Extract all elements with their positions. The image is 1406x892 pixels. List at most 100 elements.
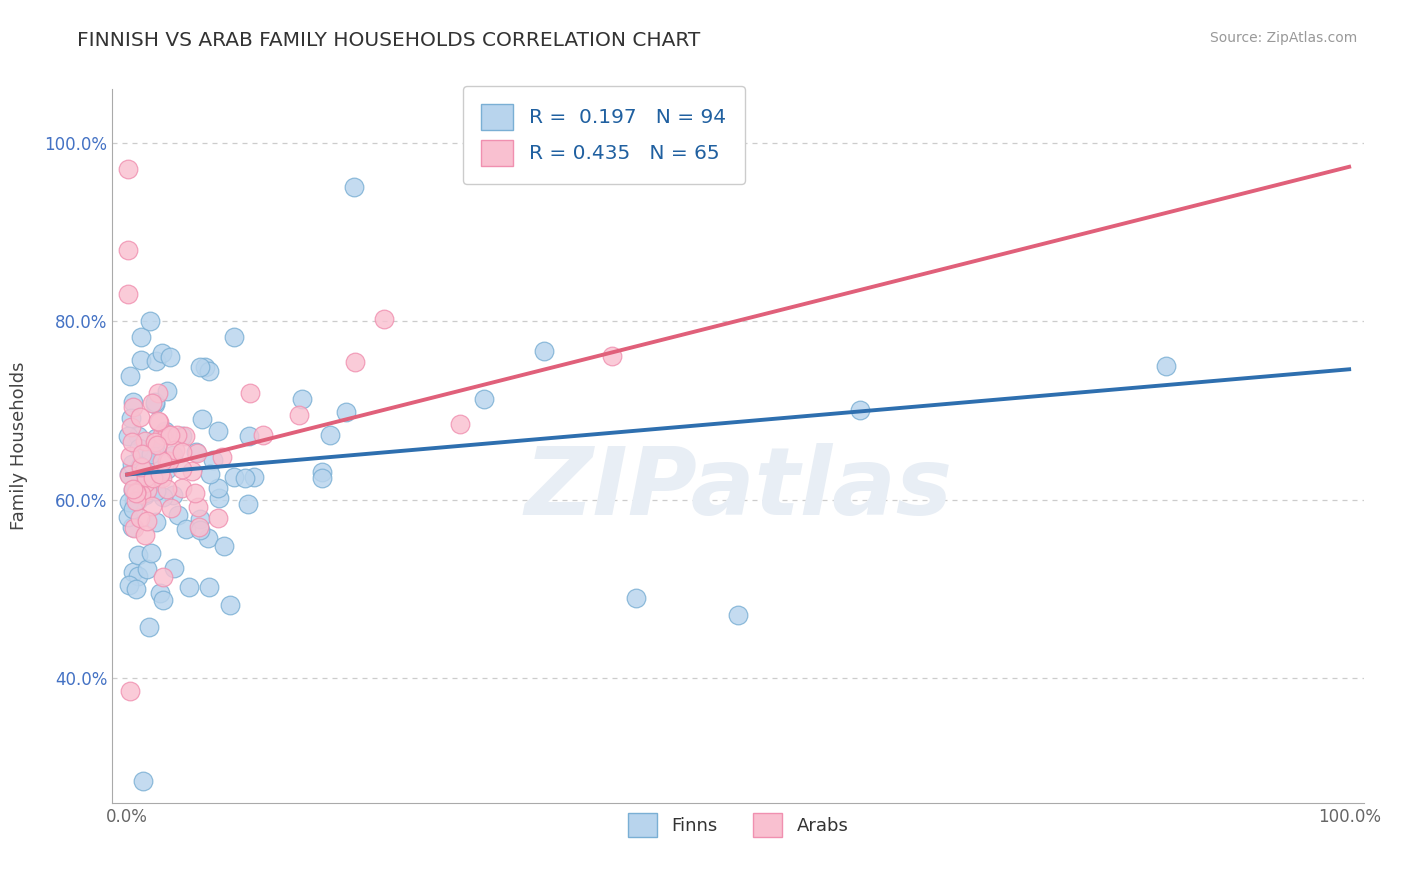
Point	[127, 569, 149, 583]
Point	[198, 580, 221, 594]
Point	[207, 424, 229, 438]
Point	[145, 483, 167, 498]
Point	[172, 462, 194, 476]
Point	[122, 494, 145, 508]
Point	[191, 411, 214, 425]
Point	[121, 457, 143, 471]
Point	[624, 591, 647, 605]
Point	[118, 578, 141, 592]
Point	[449, 417, 471, 431]
Point	[117, 429, 139, 443]
Point	[145, 437, 167, 451]
Point	[159, 427, 181, 442]
Point	[188, 524, 211, 538]
Point	[143, 397, 166, 411]
Point	[127, 492, 149, 507]
Point	[252, 428, 274, 442]
Point	[152, 592, 174, 607]
Point	[219, 598, 242, 612]
Point	[118, 449, 141, 463]
Point	[138, 314, 160, 328]
Point	[162, 448, 184, 462]
Point	[211, 450, 233, 464]
Point	[143, 438, 166, 452]
Point	[136, 478, 159, 492]
Point	[117, 162, 139, 177]
Point	[120, 410, 142, 425]
Point	[141, 499, 163, 513]
Point	[121, 467, 143, 481]
Point	[134, 434, 156, 449]
Point	[141, 396, 163, 410]
Point	[187, 500, 209, 514]
Point	[124, 494, 146, 508]
Point	[121, 435, 143, 450]
Point	[153, 424, 176, 438]
Point	[150, 471, 173, 485]
Point	[177, 580, 200, 594]
Point	[143, 394, 166, 409]
Point	[208, 491, 231, 505]
Point	[145, 515, 167, 529]
Point	[122, 482, 145, 496]
Point	[243, 469, 266, 483]
Point	[184, 444, 207, 458]
Point	[139, 457, 162, 471]
Point	[291, 392, 314, 407]
Point	[117, 509, 139, 524]
Point	[186, 446, 208, 460]
Point	[150, 454, 173, 468]
Point	[129, 486, 152, 500]
Point	[200, 467, 222, 481]
Point	[233, 470, 256, 484]
Point	[190, 512, 212, 526]
Point	[145, 431, 167, 445]
Point	[152, 490, 174, 504]
Text: ZIPatlas: ZIPatlas	[524, 442, 952, 535]
Point	[288, 408, 311, 422]
Text: FINNISH VS ARAB FAMILY HOUSEHOLDS CORRELATION CHART: FINNISH VS ARAB FAMILY HOUSEHOLDS CORREL…	[77, 31, 700, 50]
Point	[236, 497, 259, 511]
Point	[149, 467, 172, 481]
Point	[311, 471, 333, 485]
Point	[156, 462, 179, 476]
Point	[134, 528, 156, 542]
Point	[127, 429, 149, 443]
Point	[188, 360, 211, 375]
Point	[118, 468, 141, 483]
Point	[162, 488, 184, 502]
Point	[127, 548, 149, 562]
Point	[124, 484, 146, 499]
Point	[181, 464, 204, 478]
Point	[727, 608, 749, 623]
Point	[194, 359, 217, 374]
Point	[120, 420, 142, 434]
Point	[311, 465, 333, 479]
Point	[159, 350, 181, 364]
Point	[212, 539, 235, 553]
Point	[165, 442, 187, 457]
Point	[146, 414, 169, 428]
Point	[198, 364, 221, 378]
Point	[143, 435, 166, 450]
Point	[132, 773, 155, 788]
Point	[157, 454, 180, 468]
Y-axis label: Family Households: Family Households	[10, 362, 28, 530]
Point	[128, 441, 150, 455]
Point	[156, 384, 179, 398]
Point	[1154, 359, 1177, 373]
Point	[117, 287, 139, 301]
Point	[125, 485, 148, 500]
Point	[125, 485, 148, 500]
Point	[136, 483, 159, 497]
Point	[121, 395, 143, 409]
Point	[128, 459, 150, 474]
Point	[135, 470, 157, 484]
Point	[135, 486, 157, 500]
Point	[600, 349, 623, 363]
Point	[118, 684, 141, 698]
Point	[156, 426, 179, 441]
Point	[135, 515, 157, 529]
Point	[239, 385, 262, 400]
Point	[187, 520, 209, 534]
